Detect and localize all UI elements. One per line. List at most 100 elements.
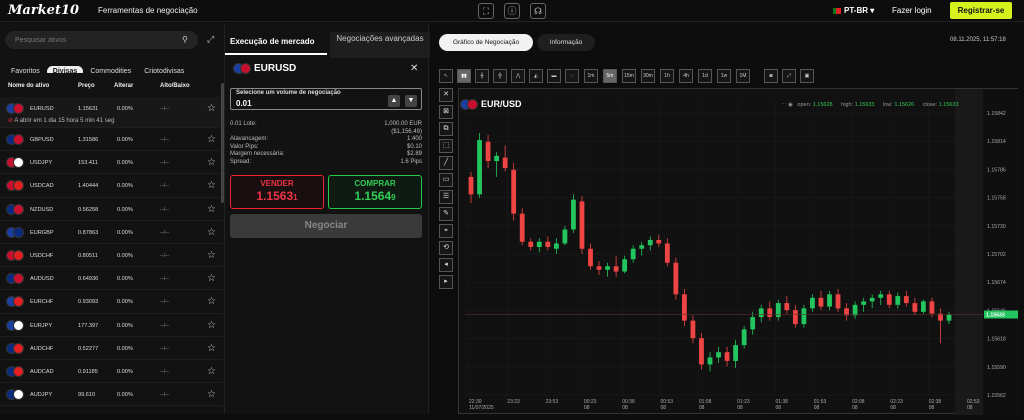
candle [716, 352, 721, 358]
hollow-candles-icon[interactable]: ╬ [493, 69, 507, 83]
register-button[interactable]: Registrar-se [950, 2, 1012, 19]
asset-symbol: AUDUSD [30, 276, 54, 283]
asset-row[interactable]: EURCHF 0.93093 0.00% --/-- ☆ [0, 290, 222, 314]
favorite-star-icon[interactable]: ☆ [207, 226, 216, 238]
chart-fullscreen-icon[interactable]: ⤢ [782, 69, 796, 83]
favorite-star-icon[interactable]: ☆ [207, 103, 216, 114]
currency-flags-icon [6, 296, 24, 308]
search-icon[interactable]: ⚲ [182, 35, 188, 44]
favorite-star-icon[interactable]: ☆ [207, 273, 216, 285]
asset-row[interactable]: USDCHF 0.80511 0.00% --/-- ☆ [0, 244, 222, 268]
volume-field[interactable]: Selecione um volume de negociação 0.01 ▲… [230, 88, 422, 110]
timeframe-button[interactable]: 1M [736, 69, 750, 83]
favorite-star-icon[interactable]: ☆ [207, 157, 216, 169]
logo[interactable]: Market10 [8, 3, 80, 18]
asset-row[interactable]: EURGBP 0.87863 0.00% --/-- ☆ [0, 221, 222, 244]
settings-icon[interactable]: ▣ [800, 69, 814, 83]
favorite-star-icon[interactable]: ☆ [207, 342, 216, 354]
close-icon[interactable]: ✕ [410, 63, 419, 74]
trade-button[interactable]: Negociar [230, 214, 422, 238]
volume-down-button[interactable]: ▼ [405, 95, 417, 107]
tab-information[interactable]: Informação [537, 34, 595, 51]
asset-row[interactable]: AUDUSD 0.64936 0.00% --/-- ☆ [0, 267, 222, 291]
price-chart[interactable]: 1.15842 1.15814 1.15786 1.15758 1.15730 1.157… [458, 88, 1019, 415]
x-tick-label: 23:23 [507, 399, 520, 405]
asset-row[interactable]: EURUSD 1.15631 0.00% --/-- ☆ ⊘ A abrir em 1 d… [0, 97, 222, 128]
candle [613, 266, 619, 272]
measure-icon[interactable]: ⌖ [439, 224, 453, 238]
category-tab[interactable]: Favoritos [11, 68, 40, 73]
favorite-star-icon[interactable]: ☆ [207, 203, 216, 215]
timeframe-button[interactable]: 1w [717, 69, 731, 83]
info-icon[interactable]: ⓘ [504, 3, 520, 19]
asset-row[interactable]: USDJPY 153.411 0.00% --/-- ☆ [0, 151, 222, 175]
category-tab[interactable]: Criptodivisas [144, 68, 185, 73]
tab-market-execution[interactable]: Execução de mercado [230, 37, 315, 46]
tab-trading-chart[interactable]: Gráfico de Negociação [439, 34, 533, 51]
clone-icon[interactable]: ⬚ [439, 139, 453, 153]
x-tick-label: 00:23 [584, 399, 597, 405]
timeframe-button[interactable]: 1h [660, 69, 674, 83]
asset-row[interactable]: AUDJPY 99.610 0.00% --/-- ☆ [0, 383, 222, 407]
asset-row[interactable]: GBPUSD 1.31586 0.00% --/-- ☆ [0, 128, 222, 152]
timeframe-button[interactable]: 1m [584, 69, 598, 83]
favorite-star-icon[interactable]: ☆ [207, 389, 216, 401]
expand-icon[interactable]: ⤢ [207, 34, 215, 44]
favorite-star-icon[interactable]: ☆ [207, 365, 216, 377]
bars-type-icon[interactable]: ╫ [475, 69, 489, 83]
pencil-icon[interactable]: ✎ [439, 207, 453, 221]
candle [664, 243, 670, 263]
tab-advanced-trades[interactable]: Negociações avançadas [330, 32, 430, 58]
timeframe-button[interactable]: 30m [641, 69, 655, 83]
favorite-star-icon[interactable]: ☆ [207, 249, 216, 261]
asset-row[interactable]: AUDCAD 0.91185 0.00% --/-- ☆ [0, 360, 222, 384]
favorite-star-icon[interactable]: ☆ [207, 134, 216, 145]
category-tab[interactable]: Commodities [90, 68, 132, 73]
login-link[interactable]: Fazer login [892, 6, 932, 15]
range-type-icon[interactable]: ◌ [565, 69, 579, 83]
category-tab[interactable]: Divisas [46, 66, 84, 73]
area-type-icon[interactable]: ◭ [529, 69, 543, 83]
favorite-star-icon[interactable]: ☆ [207, 319, 216, 331]
scrollbar[interactable] [221, 83, 224, 203]
favorite-star-icon[interactable]: ☆ [207, 296, 216, 308]
candle [477, 140, 482, 195]
asset-change: 0.00% [117, 322, 133, 329]
remove-drawings-icon[interactable]: ✕ [439, 88, 453, 102]
line-type-icon[interactable]: ⋀ [511, 69, 525, 83]
timeframe-button[interactable]: 15m [622, 69, 636, 83]
timeframe-button[interactable]: 5m [603, 69, 617, 83]
show-icon[interactable]: ▸ [439, 275, 453, 289]
magnet-icon[interactable]: ⊠ [439, 105, 453, 119]
copy-icon[interactable]: ⧉ [439, 122, 453, 136]
nav-trading-tools[interactable]: Ferramentas de negociação [98, 6, 198, 15]
timeframe-button[interactable]: 1d [698, 69, 712, 83]
timeframe-button[interactable]: 4h [679, 69, 693, 83]
fib-icon[interactable]: ☰ [439, 190, 453, 204]
volume-value[interactable]: 0.01 [236, 99, 252, 108]
support-icon[interactable]: ☊ [530, 3, 546, 19]
search-input[interactable] [5, 31, 198, 49]
volume-up-button[interactable]: ▲ [388, 95, 400, 107]
candles-type-icon[interactable]: ▮▮ [457, 69, 471, 83]
asset-row[interactable]: AUDCHF 0.52277 0.00% --/-- ☆ [0, 337, 222, 360]
language-select[interactable]: PT-BR ▾ [833, 6, 874, 15]
trade-detail-row: 0.01 Lote: 1,000.00 EUR [230, 121, 422, 127]
asset-change: 0.00% [117, 276, 133, 283]
sell-button[interactable]: VENDER 1.15631 [230, 175, 324, 209]
asset-row[interactable]: USDCAD 1.40444 0.00% --/-- ☆ [0, 174, 222, 198]
fullscreen-icon[interactable]: ⛶ [478, 3, 494, 19]
hide-icon[interactable]: ◂ [439, 258, 453, 272]
cursor-tool-icon[interactable]: ↖ [439, 69, 453, 83]
heikin-type-icon[interactable]: ▬ [547, 69, 561, 83]
screenshot-icon[interactable]: ◙ [764, 69, 778, 83]
asset-row[interactable]: EURJPY 177.397 0.00% --/-- ☆ [0, 314, 222, 337]
rotate-icon[interactable]: ⟲ [439, 241, 453, 255]
candlestick-chart[interactable]: 1.15842 1.15814 1.15786 1.15758 1.15730 1.157… [459, 89, 1019, 415]
y-tick-label: 1.15730 [987, 224, 1006, 230]
trendline-icon[interactable]: ╱ [439, 156, 453, 170]
rectangle-icon[interactable]: ▭ [439, 173, 453, 187]
buy-button[interactable]: COMPRAR 1.15649 [328, 175, 422, 209]
asset-row[interactable]: NZDUSD 0.56258 0.00% --/-- ☆ [0, 198, 222, 221]
favorite-star-icon[interactable]: ☆ [207, 180, 216, 192]
